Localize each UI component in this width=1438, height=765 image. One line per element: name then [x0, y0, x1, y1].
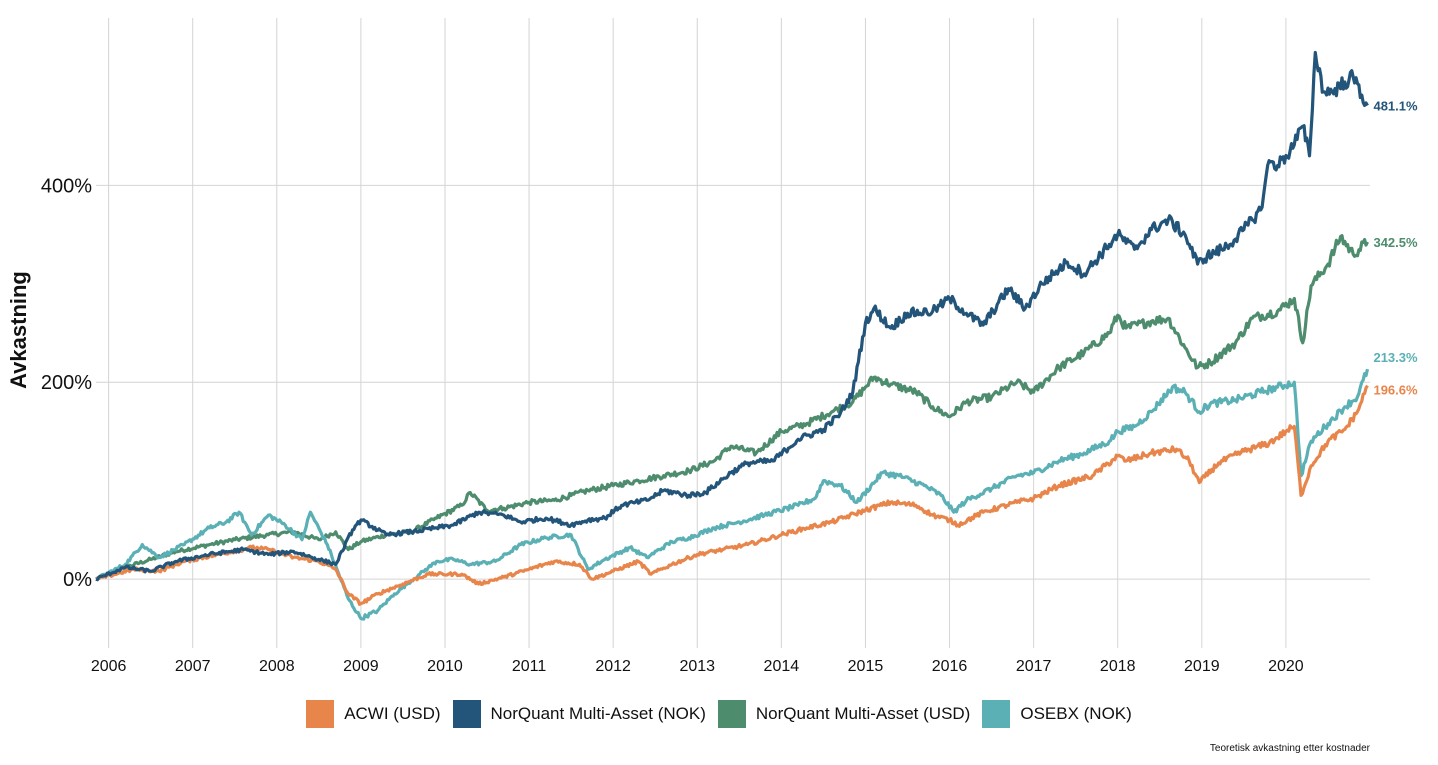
- legend-label: OSEBX (NOK): [1020, 704, 1132, 723]
- series-end-label: 196.6%: [1373, 383, 1418, 398]
- series-line: [95, 368, 1370, 621]
- x-tick-label: 2020: [1268, 658, 1304, 675]
- chart-caption: Teoretisk avkastning etter kostnader: [1209, 743, 1370, 754]
- series-end-labels: 342.5% 213.3% 196.6% 481.1%: [1373, 99, 1418, 398]
- y-tick-label: 200%: [41, 372, 92, 394]
- x-tick-label: 2019: [1184, 658, 1220, 675]
- legend-swatch: [452, 700, 481, 728]
- legend-label: ACWI (USD): [344, 704, 441, 723]
- x-tick-label: 2012: [595, 658, 631, 675]
- y-tick-label: 0%: [63, 569, 92, 591]
- line-chart: 0%200%400% 2006 2007 2008 2009 2010 2011 2012 2…: [6, 18, 1418, 675]
- x-tick-label: 2008: [259, 658, 295, 675]
- legend-label: NorQuant Multi-Asset (NOK): [490, 704, 706, 723]
- legend-item-norquant-nok: NorQuant Multi-Asset (NOK): [452, 700, 706, 728]
- series-line: [95, 384, 1369, 606]
- series-line: [95, 50, 1369, 582]
- y-tick-label: 400%: [41, 175, 92, 197]
- x-tick-label: 2007: [175, 658, 211, 675]
- legend-item-norquant-usd: NorQuant Multi-Asset (USD): [717, 700, 971, 728]
- x-tick-label: 2015: [848, 658, 884, 675]
- legend-item-acwi-usd: ACWI (USD): [306, 700, 441, 728]
- x-axis-ticks: 2006 2007 2008 2009 2010 2011 2012 2013 2014 2015…: [91, 658, 1304, 675]
- series-lines: [95, 50, 1370, 621]
- legend-label: NorQuant Multi-Asset (USD): [755, 704, 971, 723]
- x-tick-label: 2017: [1016, 658, 1052, 675]
- series-end-label: 342.5%: [1373, 235, 1418, 250]
- legend-swatch: [982, 700, 1011, 728]
- x-tick-label: 2009: [343, 658, 379, 675]
- legend-item-osebx-nok: OSEBX (NOK): [982, 700, 1132, 728]
- x-tick-label: 2010: [427, 658, 463, 675]
- x-tick-label: 2006: [91, 658, 127, 675]
- x-tick-label: 2016: [932, 658, 968, 675]
- series-end-label: 481.1%: [1373, 99, 1418, 114]
- legend-swatch: [717, 700, 746, 728]
- x-tick-label: 2013: [679, 658, 715, 675]
- x-tick-label: 2014: [764, 658, 800, 675]
- grid-lines: [96, 18, 1370, 648]
- y-axis-label: Avkastning: [6, 271, 31, 389]
- legend-swatch: [306, 700, 335, 728]
- x-tick-label: 2018: [1100, 658, 1136, 675]
- series-line: [95, 234, 1369, 581]
- y-axis-ticks: 0% 200% 400%: [41, 175, 92, 591]
- series-end-label: 213.3%: [1373, 350, 1418, 365]
- x-tick-label: 2011: [512, 658, 547, 675]
- legend: ACWI (USD) NorQuant Multi-Asset (NOK) No…: [0, 700, 1438, 728]
